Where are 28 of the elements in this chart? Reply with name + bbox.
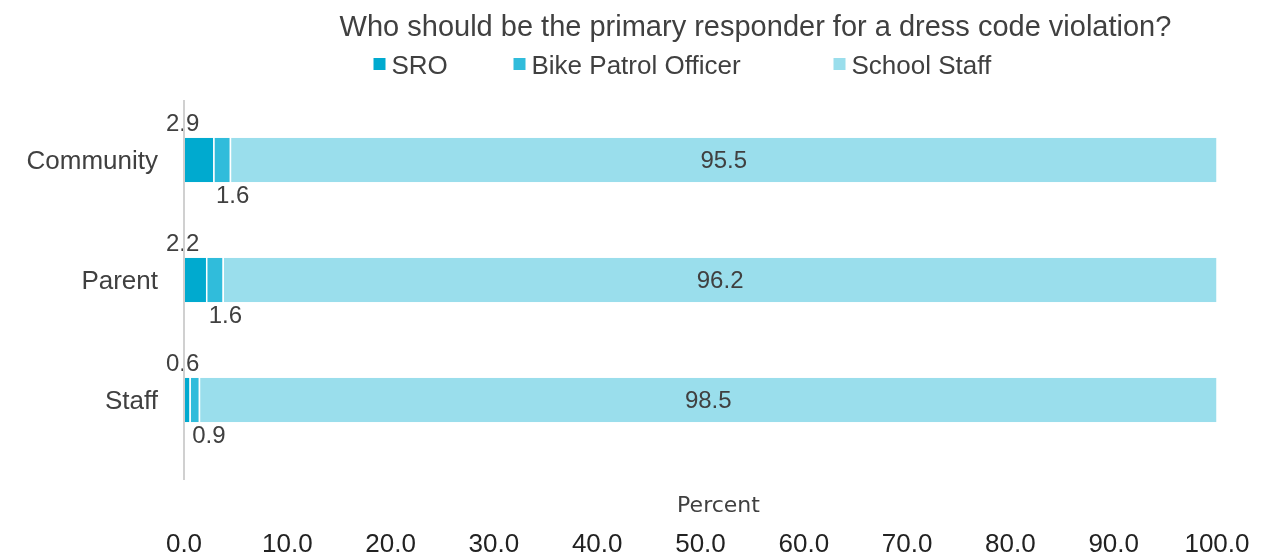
data-label: 1.6: [215, 180, 250, 208]
legend-label: SRO: [391, 50, 448, 80]
x-tick-label: 10.0: [262, 528, 313, 558]
legend-label: Bike Patrol Officer: [531, 50, 741, 80]
y-tick-label: Parent: [81, 265, 159, 295]
data-label: 0.9: [192, 420, 226, 448]
x-tick-label: 70.0: [881, 528, 933, 558]
data-label: 1.6: [208, 300, 243, 328]
data-label: 95.5: [700, 146, 748, 173]
x-tick-label: 80.0: [985, 528, 1036, 558]
data-label: 98.5: [684, 386, 732, 413]
x-tick-label: 30.0: [468, 528, 520, 558]
x-tick-label: 90.0: [1088, 528, 1139, 558]
x-tick-label: 50.0: [675, 528, 726, 558]
y-tick-label: Community: [26, 145, 158, 175]
data-label: 2.9: [166, 109, 200, 137]
x-tick-label: 60.0: [778, 528, 830, 558]
x-tick-label: 20.0: [365, 528, 416, 558]
data-label: 0.6: [166, 349, 200, 377]
y-tick-label: Staff: [104, 385, 159, 415]
x-tick-label: 40.0: [571, 528, 623, 558]
x-tick-label: 0.0: [165, 528, 203, 558]
legend-label: School Staff: [851, 50, 992, 80]
data-label: 96.2: [696, 266, 744, 293]
x-tick-label: 100.0: [1184, 528, 1250, 558]
chart-title: Who should be the primary responder for a dress code violation?: [339, 10, 1172, 42]
data-label: 2.2: [166, 229, 200, 257]
x-axis-title: Percent: [677, 492, 761, 517]
